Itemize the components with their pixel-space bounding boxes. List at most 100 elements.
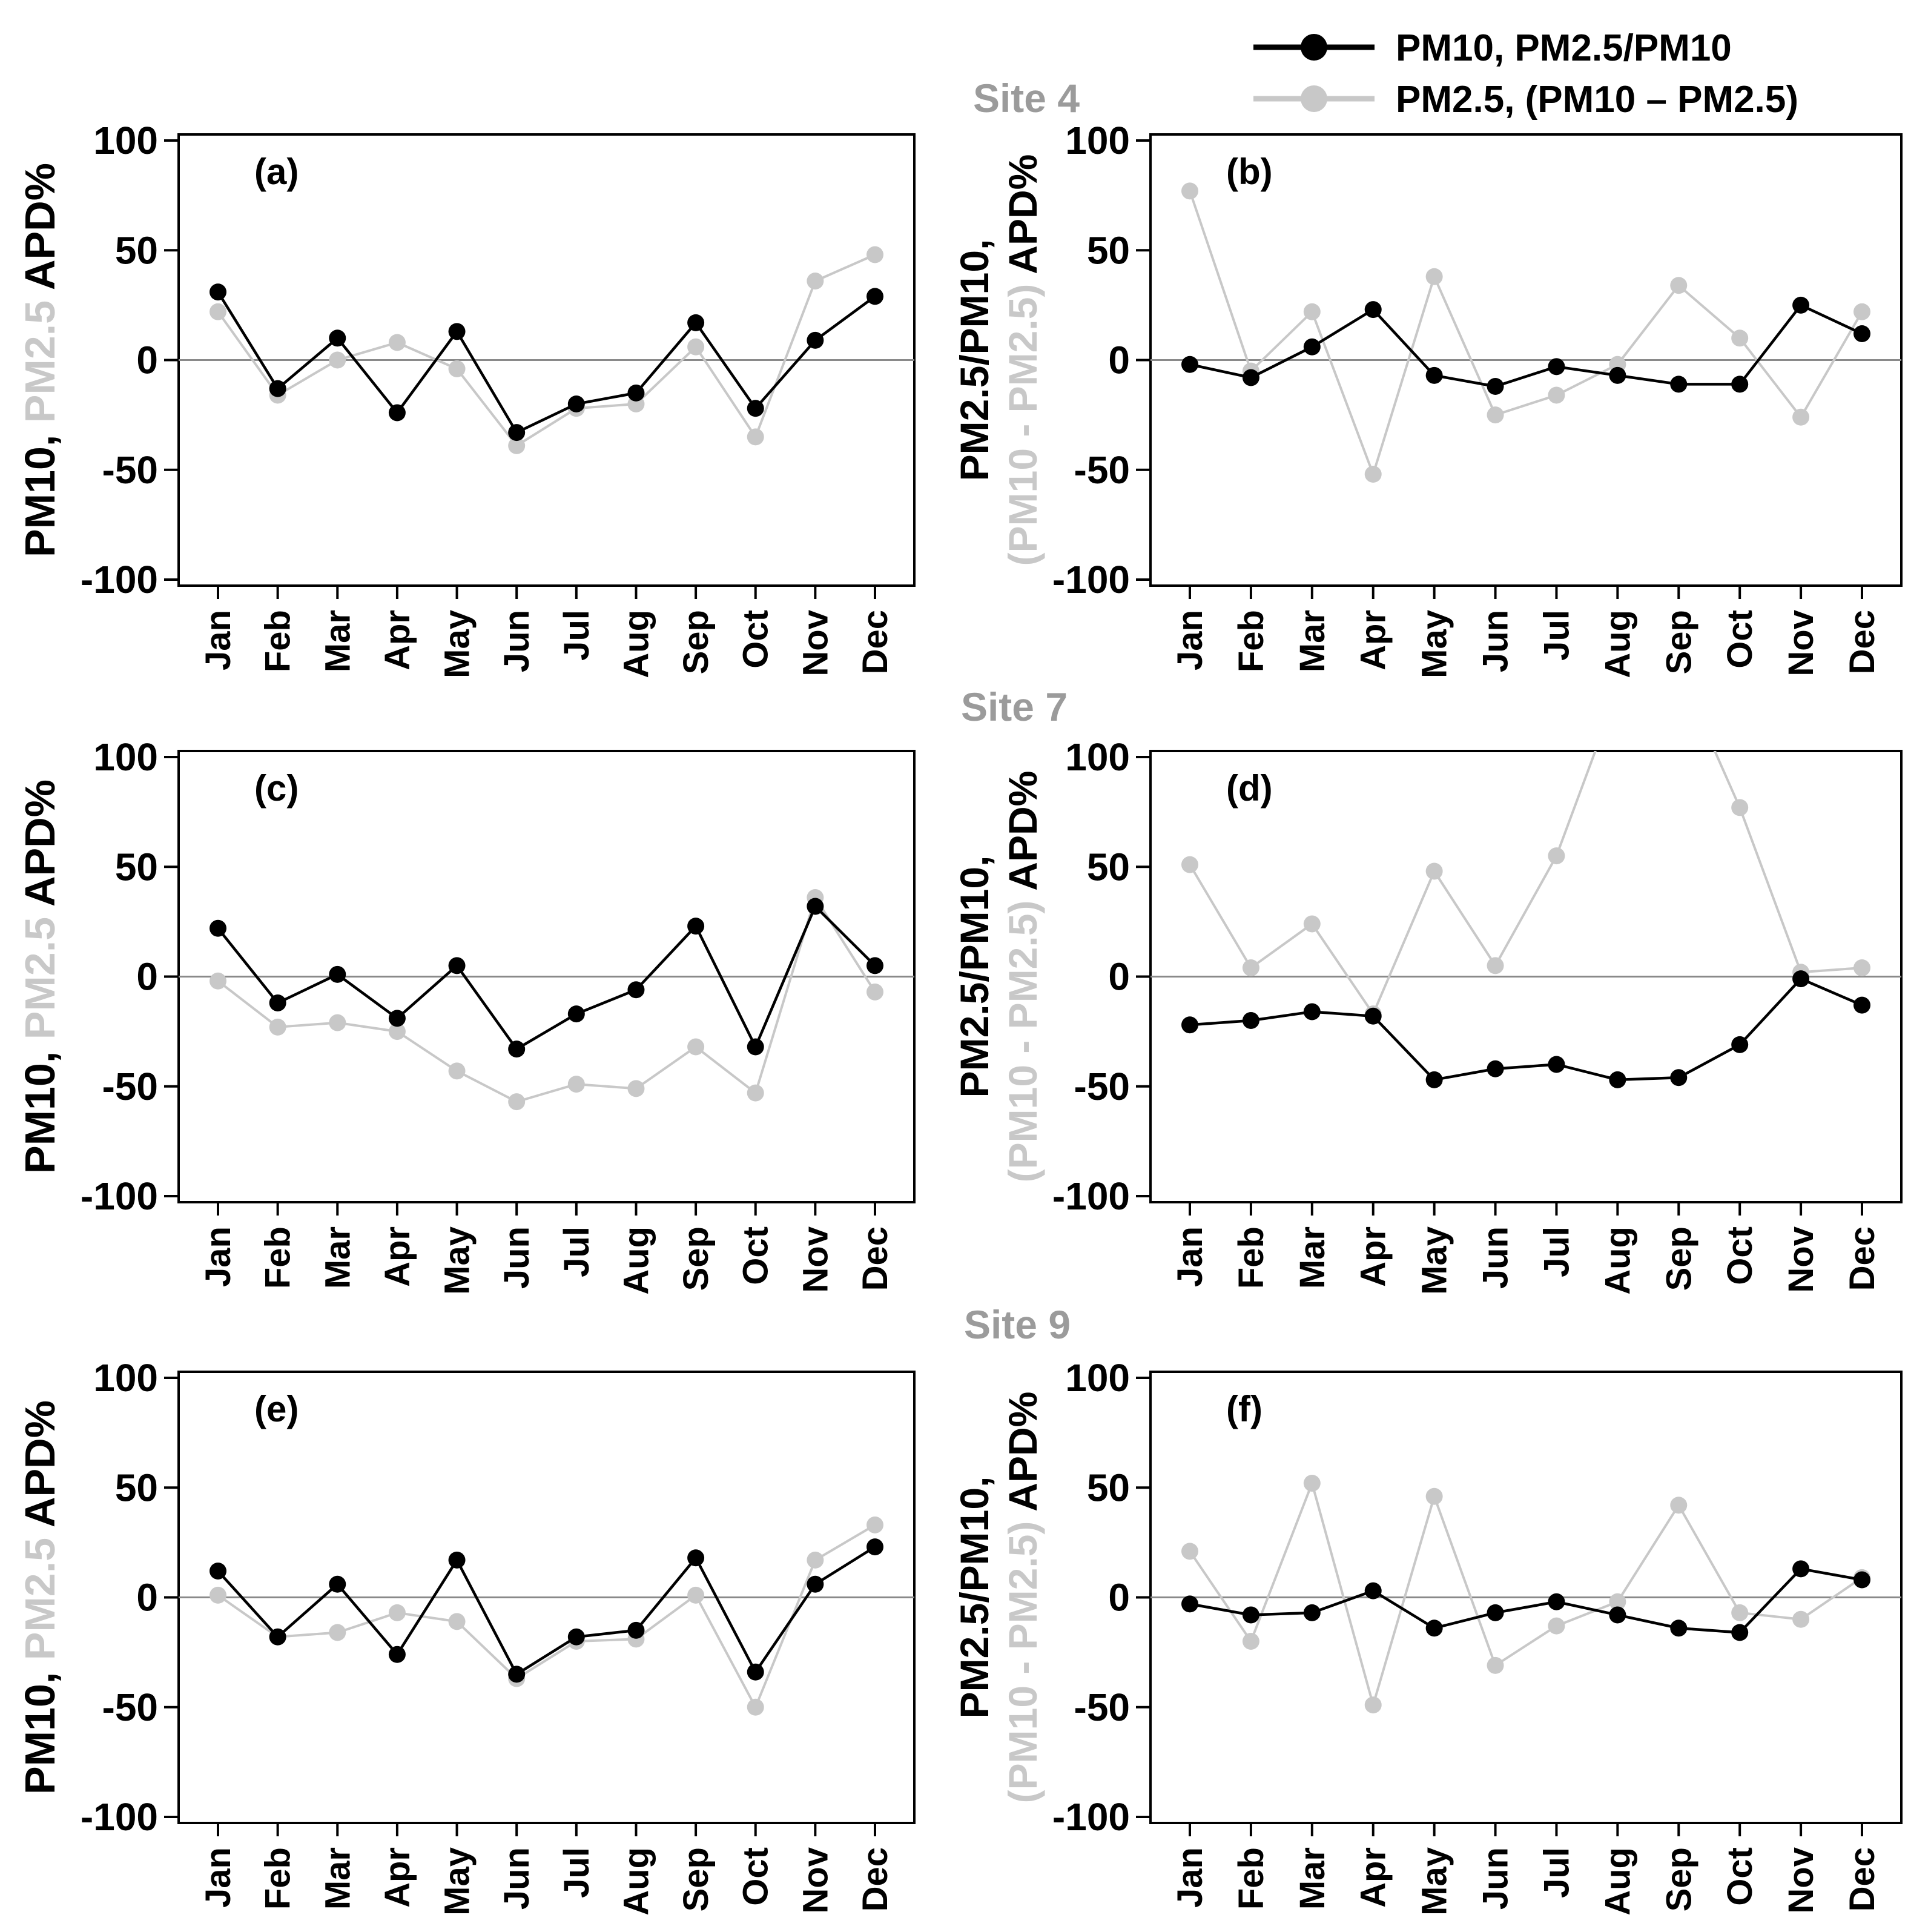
x-tick-label: Jun [497, 1226, 536, 1289]
data-point [1487, 1656, 1504, 1674]
x-tick-label: Jan [199, 610, 238, 670]
x-tick-label: Oct [736, 1226, 776, 1285]
data-point [807, 273, 824, 289]
x-tick-label: May [438, 1226, 477, 1295]
y-tick-label: -50 [102, 1065, 159, 1108]
y-axis-label-line1: PM2.5/PM10, [952, 1477, 997, 1719]
data-point [866, 957, 883, 974]
legend-gray-label: PM2.5, (PM10 – PM2.5) [1396, 79, 1798, 121]
data-point [1853, 996, 1870, 1014]
x-tick-label: Mar [1293, 1847, 1332, 1910]
x-tick-label: Feb [1232, 610, 1271, 672]
data-point [1303, 1604, 1321, 1621]
x-tick-label: Aug [616, 1847, 656, 1916]
x-tick-label: Dec [1843, 1847, 1882, 1911]
x-tick-label: Apr [1354, 1226, 1393, 1287]
x-tick-label: Oct [736, 1847, 776, 1906]
data-point [807, 331, 824, 349]
data-point [747, 400, 764, 417]
x-tick-label: Dec [1843, 1226, 1882, 1291]
x-tick-label: Mar [318, 1226, 357, 1289]
y-axis-label-line2: (PM10 - PM2.5) APD% [1000, 771, 1045, 1183]
x-tick-label: Dec [856, 1226, 895, 1291]
data-point [1548, 1056, 1565, 1073]
panel-label: (b) [1226, 151, 1273, 192]
data-point [1242, 369, 1259, 386]
data-point [627, 1621, 645, 1639]
data-point [687, 918, 705, 935]
data-point [1425, 862, 1443, 880]
data-point [807, 1551, 824, 1569]
data-point [1853, 303, 1870, 320]
x-tick-label: Feb [259, 1226, 298, 1289]
x-tick-label: Aug [1598, 610, 1637, 678]
data-point [1548, 386, 1565, 404]
x-tick-label: Mar [1293, 1226, 1332, 1289]
x-tick-label: Apr [378, 1226, 417, 1287]
x-tick-label: Nov [796, 1847, 835, 1914]
legend-black-label: PM10, PM2.5/PM10 [1396, 27, 1732, 69]
y-tick-label: 100 [93, 735, 158, 779]
data-point [1303, 915, 1321, 933]
data-point [1364, 466, 1382, 483]
data-point [1670, 1069, 1688, 1087]
data-point [448, 1062, 466, 1080]
data-point [388, 334, 406, 351]
data-point [1792, 970, 1810, 988]
x-tick-label: Feb [1232, 1226, 1271, 1289]
data-point [1670, 277, 1688, 294]
panel-label: (e) [254, 1389, 299, 1429]
data-point [747, 1038, 764, 1056]
series-black [210, 898, 883, 1058]
x-tick-label: May [1415, 1847, 1454, 1916]
x-tick-label: Apr [378, 610, 417, 670]
data-point [866, 1516, 883, 1533]
y-tick-label: -50 [1074, 448, 1131, 492]
x-tick-label: Jan [1170, 1847, 1210, 1908]
panel-b: 100 50 0 -50 -100 Jan Feb Mar Apr May Jun Jul Aug Sep… [952, 119, 1903, 678]
data-point [866, 1538, 883, 1556]
data-point [747, 1663, 764, 1681]
x-tick-label: Nov [796, 610, 835, 677]
x-tick-label: Jun [1476, 610, 1516, 672]
data-point [1181, 1016, 1198, 1034]
data-point [388, 1604, 406, 1621]
data-point [1303, 303, 1321, 320]
data-point [1425, 1071, 1443, 1088]
data-point [1792, 296, 1810, 314]
y-tick-label: 50 [115, 845, 158, 888]
data-point [210, 1563, 226, 1580]
panel-label: (c) [254, 768, 299, 809]
series-black [210, 283, 883, 442]
data-point [1609, 1593, 1626, 1610]
data-point [210, 1586, 226, 1604]
x-tick-label: Jul [1537, 1847, 1576, 1898]
x-tick-label: Feb [1232, 1847, 1271, 1910]
x-tick-label: Apr [1354, 610, 1393, 670]
site-title-9: Site 9 [964, 1302, 1071, 1347]
data-point [1609, 366, 1626, 384]
data-point [210, 972, 226, 990]
data-point [269, 994, 286, 1011]
series-line [217, 895, 876, 1103]
x-tick-label: Aug [616, 610, 656, 678]
x-tick-label: Mar [318, 1847, 357, 1910]
y-tick-label: 100 [93, 1356, 158, 1400]
data-point [329, 351, 346, 369]
data-point [1792, 1560, 1810, 1578]
y-axis-label: PM10, PM2.5 APD% [16, 163, 64, 557]
data-point [1181, 856, 1198, 873]
y-tick-label: 50 [1087, 845, 1130, 888]
x-tick-label: Jun [497, 1847, 536, 1910]
x-tick-label: Jan [199, 1226, 238, 1287]
x-tick-label: Aug [1598, 1847, 1637, 1916]
x-tick-label: Jul [557, 610, 596, 661]
x-tick-label: Jan [1170, 610, 1210, 670]
series-gray [1181, 182, 1870, 483]
data-point [1853, 959, 1870, 976]
y-tick-label: 100 [93, 119, 158, 162]
data-point [210, 303, 226, 320]
series-line [217, 1546, 876, 1676]
data-point [687, 338, 705, 356]
